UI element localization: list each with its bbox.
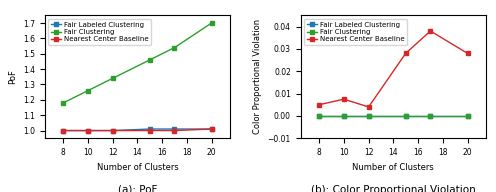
Line: Fair Clustering: Fair Clustering [317,114,470,118]
Nearest Center Baseline [60,129,66,132]
Fair Clustering [209,22,215,24]
Fair Labeled Clustering [465,115,471,117]
Nearest Center Baseline [172,129,178,132]
X-axis label: Number of Clusters: Number of Clusters [97,162,178,171]
Y-axis label: PoF: PoF [8,69,17,84]
Fair Clustering [147,59,153,61]
Fair Labeled Clustering [85,129,91,132]
Line: Fair Clustering: Fair Clustering [61,21,214,105]
Line: Nearest Center Baseline: Nearest Center Baseline [61,127,214,133]
Nearest Center Baseline [403,52,409,55]
Fair Labeled Clustering [209,128,215,130]
X-axis label: Number of Clusters: Number of Clusters [353,162,434,171]
Text: (b): Color Proportional Violation: (b): Color Proportional Violation [311,185,476,192]
Nearest Center Baseline [147,129,153,132]
Fair Labeled Clustering [341,115,347,117]
Fair Labeled Clustering [147,128,153,130]
Fair Labeled Clustering [316,115,322,117]
Fair Clustering [85,89,91,92]
Fair Clustering [316,115,322,117]
Fair Clustering [60,102,66,104]
Legend: Fair Labeled Clustering, Fair Clustering, Nearest Center Baseline: Fair Labeled Clustering, Fair Clustering… [304,19,407,45]
Fair Labeled Clustering [403,115,409,117]
Fair Clustering [465,115,471,117]
Fair Clustering [172,46,178,49]
Fair Labeled Clustering [366,115,372,117]
Nearest Center Baseline [341,98,347,100]
Nearest Center Baseline [366,106,372,108]
Fair Labeled Clustering [172,128,178,130]
Nearest Center Baseline [209,128,215,130]
Legend: Fair Labeled Clustering, Fair Clustering, Nearest Center Baseline: Fair Labeled Clustering, Fair Clustering… [48,19,151,45]
Fair Clustering [341,115,347,117]
Nearest Center Baseline [465,52,471,55]
Nearest Center Baseline [110,129,116,132]
Fair Labeled Clustering [60,129,66,132]
Nearest Center Baseline [85,129,91,132]
Fair Clustering [428,115,434,117]
Nearest Center Baseline [316,103,322,106]
Nearest Center Baseline [428,30,434,32]
Fair Labeled Clustering [110,129,116,132]
Fair Clustering [110,77,116,79]
Y-axis label: Color Proportional Violation: Color Proportional Violation [253,19,262,134]
Line: Nearest Center Baseline: Nearest Center Baseline [317,29,470,109]
Line: Fair Labeled Clustering: Fair Labeled Clustering [61,127,214,133]
Fair Labeled Clustering [428,115,434,117]
Line: Fair Labeled Clustering: Fair Labeled Clustering [317,114,470,118]
Text: (a): PoF: (a): PoF [118,185,157,192]
Fair Clustering [366,115,372,117]
Fair Clustering [403,115,409,117]
